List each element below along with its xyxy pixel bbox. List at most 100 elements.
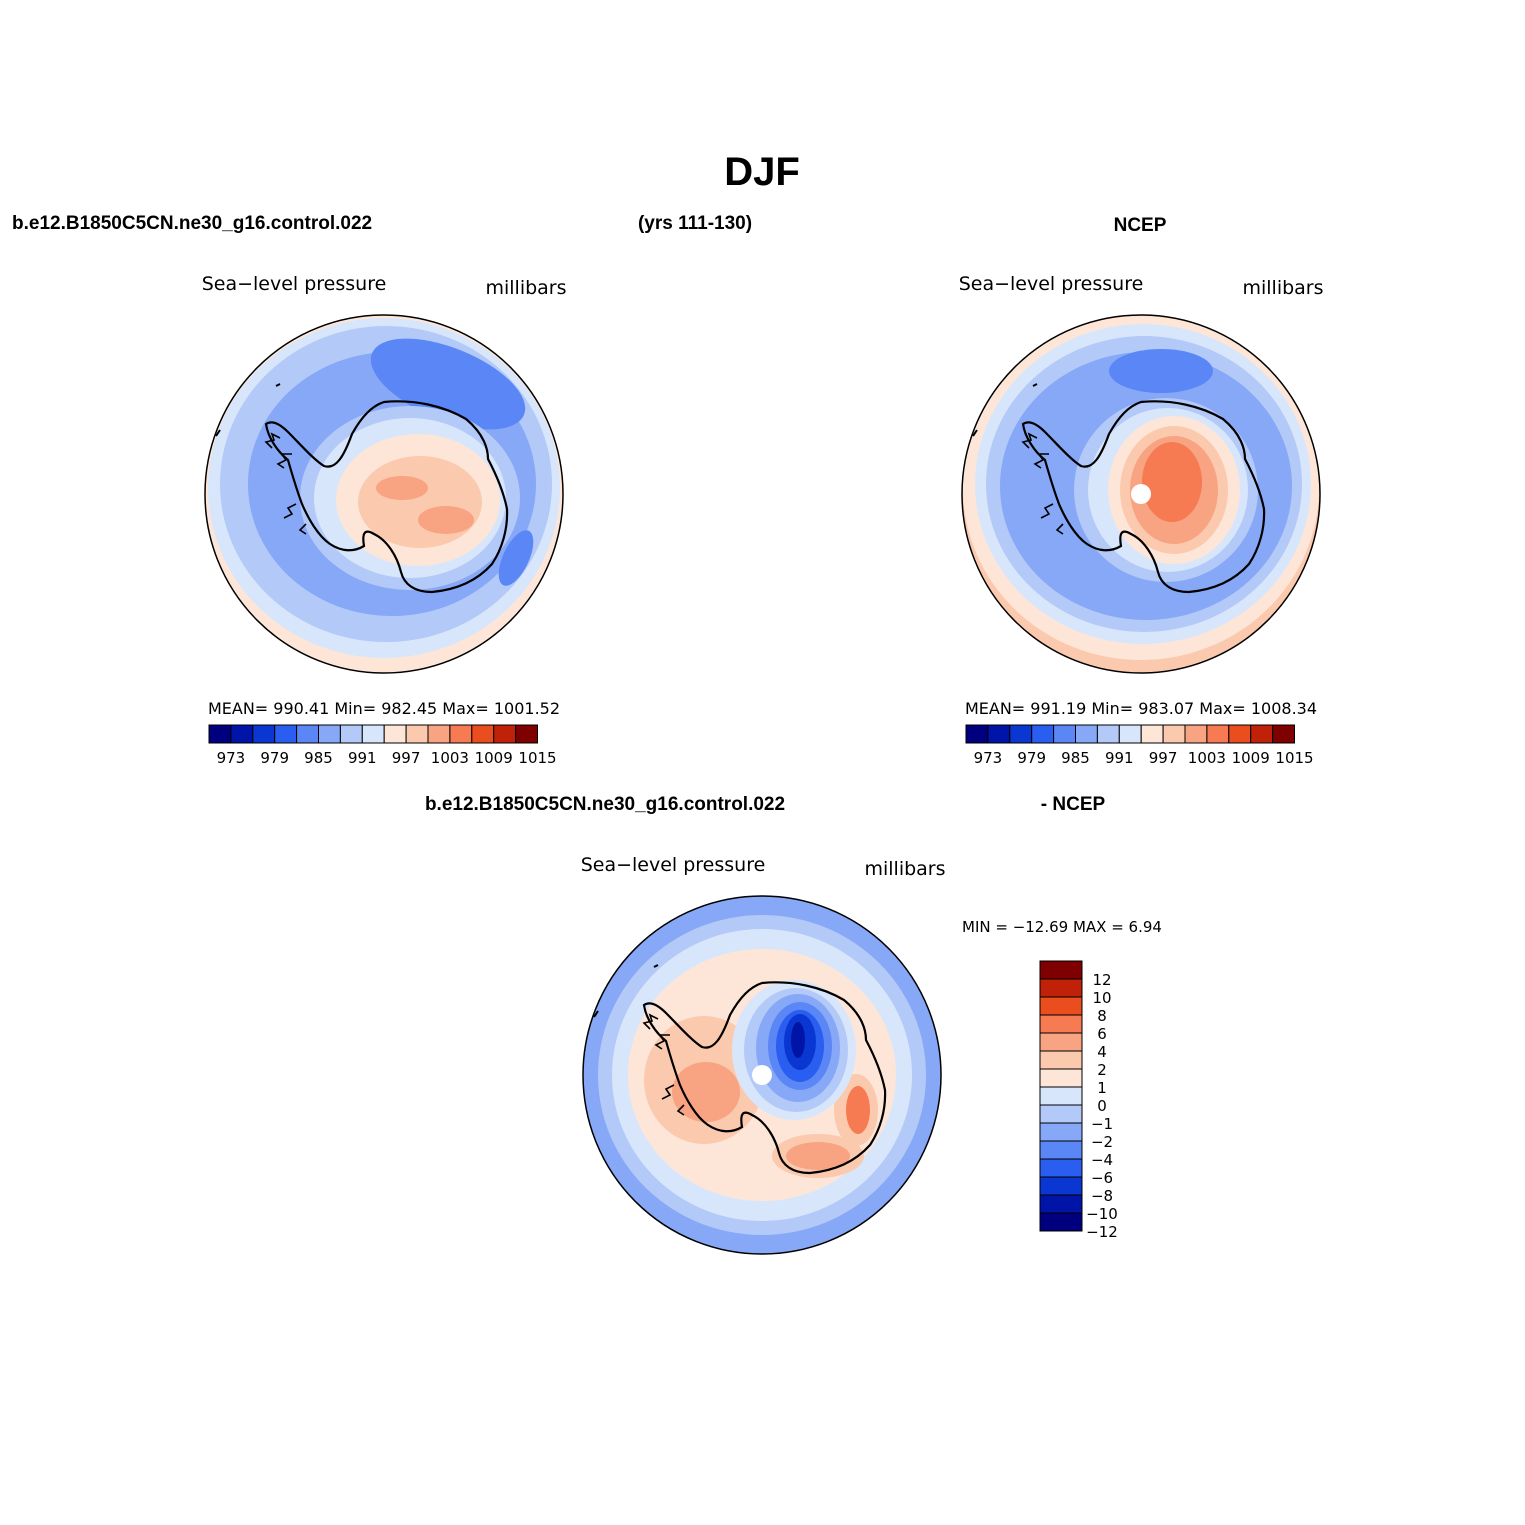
colorbar-tick-label: 1009: [1232, 749, 1270, 767]
colorbar-tick-label: 6: [1097, 1025, 1107, 1043]
colorbar-swatch: [1039, 978, 1083, 998]
colorbar-swatch: [1009, 724, 1033, 744]
colorbar-tick-label: −12: [1086, 1223, 1118, 1241]
colorbar-tick-label: 1009: [475, 749, 513, 767]
obs-colorbar: 973 979 985 991 997 1003 1009 1015: [965, 724, 1314, 767]
colorbar-tick-label: 973: [217, 749, 246, 767]
colorbar-swatch: [1075, 724, 1098, 744]
model-map-border: [204, 314, 564, 674]
colorbar-swatch: [493, 724, 517, 744]
obs-units-label: millibars: [1242, 277, 1323, 299]
obs-stats-label: MEAN= 991.19 Min= 983.07 Max= 1008.34: [965, 699, 1317, 718]
colorbar-swatch: [1039, 1014, 1083, 1034]
obs-panel: Sea−level pressure millibars MEAN= 991.1…: [959, 273, 1324, 767]
colorbar-swatch: [318, 724, 341, 744]
colorbar-swatch: [1039, 1140, 1083, 1160]
colorbar-swatch: [361, 724, 385, 744]
colorbar-swatch: [1096, 724, 1120, 744]
colorbar-swatch: [1039, 1212, 1083, 1232]
colorbar-tick-label: 991: [1105, 749, 1134, 767]
colorbar-swatch: [252, 724, 276, 744]
colorbar-tick-label: 1003: [431, 749, 469, 767]
diff-stats-label: MIN = −12.69 MAX = 6.94: [962, 918, 1162, 936]
diff-map-border: [582, 895, 942, 1255]
colorbar-tick-label: 973: [974, 749, 1003, 767]
obs-map-border: [961, 314, 1321, 674]
colorbar-swatch: [1039, 1176, 1083, 1196]
colorbar-tick-label: 1015: [1275, 749, 1313, 767]
colorbar-tick-label: 4: [1097, 1043, 1107, 1061]
colorbar-swatch: [1031, 724, 1055, 744]
model-units-label: millibars: [485, 277, 566, 299]
colorbar-swatch: [471, 724, 495, 744]
colorbar-tick-label: 12: [1092, 971, 1111, 989]
colorbar-tick-label: −1: [1091, 1115, 1113, 1133]
colorbar-swatch: [1228, 724, 1252, 744]
colorbar-swatch: [1039, 1032, 1083, 1052]
colorbar-tick-label: −6: [1091, 1169, 1113, 1187]
colorbar-tick-label: 10: [1092, 989, 1111, 1007]
diff-panel: Sea−level pressure millibars MIN = −12.6…: [581, 854, 1162, 1255]
years-label: (yrs 111-130): [638, 213, 752, 234]
colorbar-tick-label: 985: [1061, 749, 1090, 767]
colorbar-swatch: [515, 724, 538, 744]
colorbar-tick-label: −2: [1091, 1133, 1113, 1151]
colorbar-swatch: [987, 724, 1011, 744]
colorbar-tick-label: 979: [260, 749, 289, 767]
diff-map: [583, 896, 941, 1254]
colorbar-swatch: [405, 724, 429, 744]
obs-name-label: NCEP: [1114, 215, 1167, 236]
colorbar-tick-label: 997: [392, 749, 421, 767]
colorbar-tick-label: 985: [304, 749, 333, 767]
colorbar-swatch: [1039, 1122, 1083, 1142]
colorbar-tick-label: 997: [1149, 749, 1178, 767]
obs-variable-label: Sea−level pressure: [959, 273, 1144, 295]
colorbar-tick-label: 991: [348, 749, 377, 767]
colorbar-swatch: [383, 724, 407, 744]
colorbar-swatch: [339, 724, 363, 744]
colorbar-swatch: [1118, 724, 1142, 744]
colorbar-swatch: [1184, 724, 1208, 744]
colorbar-tick-label: 1003: [1188, 749, 1226, 767]
colorbar-swatch: [1039, 960, 1083, 980]
colorbar-tick-label: 1015: [518, 749, 556, 767]
figure-title: DJF: [724, 150, 800, 194]
diff-case-name-label: b.e12.B1850C5CN.ne30_g16.control.022: [425, 794, 785, 815]
colorbar-swatch: [1162, 724, 1186, 744]
colorbar-swatch: [296, 724, 320, 744]
diff-units-label: millibars: [864, 858, 945, 880]
colorbar-tick-label: 0: [1097, 1097, 1107, 1115]
colorbar-swatch: [1039, 1158, 1083, 1178]
colorbar-tick-label: −4: [1091, 1151, 1113, 1169]
colorbar-swatch: [208, 724, 232, 744]
model-stats-label: MEAN= 990.41 Min= 982.45 Max= 1001.52: [208, 699, 560, 718]
colorbar-tick-label: 1: [1097, 1079, 1107, 1097]
colorbar-swatch: [1039, 1086, 1083, 1106]
colorbar-tick-label: −8: [1091, 1187, 1113, 1205]
colorbar-swatch: [1053, 724, 1076, 744]
diff-obs-name-label: - NCEP: [1041, 794, 1106, 815]
colorbar-tick-label: 8: [1097, 1007, 1107, 1025]
colorbar-swatch: [1039, 996, 1083, 1016]
model-panel: Sea−level pressure millibars MEAN= 990.4…: [202, 273, 567, 767]
obs-map: [962, 315, 1320, 673]
model-colorbar: 973 979 985 991 997 1003 1009 1015: [208, 724, 557, 767]
colorbar-tick-label: 2: [1097, 1061, 1107, 1079]
colorbar-tick-label: 979: [1017, 749, 1046, 767]
colorbar-swatch: [1272, 724, 1295, 744]
colorbar-swatch: [1206, 724, 1230, 744]
colorbar-swatch: [1250, 724, 1274, 744]
diff-variable-label: Sea−level pressure: [581, 854, 766, 876]
case-name-label: b.e12.B1850C5CN.ne30_g16.control.022: [12, 213, 372, 234]
colorbar-swatch: [1039, 1194, 1083, 1214]
colorbar-swatch: [1039, 1068, 1083, 1088]
colorbar-swatch: [1039, 1104, 1083, 1124]
colorbar-swatch: [427, 724, 451, 744]
colorbar-swatch: [1039, 1050, 1083, 1070]
model-variable-label: Sea−level pressure: [202, 273, 387, 295]
colorbar-swatch: [230, 724, 254, 744]
colorbar-swatch: [1140, 724, 1164, 744]
model-map: [205, 315, 563, 673]
colorbar-swatch: [274, 724, 298, 744]
